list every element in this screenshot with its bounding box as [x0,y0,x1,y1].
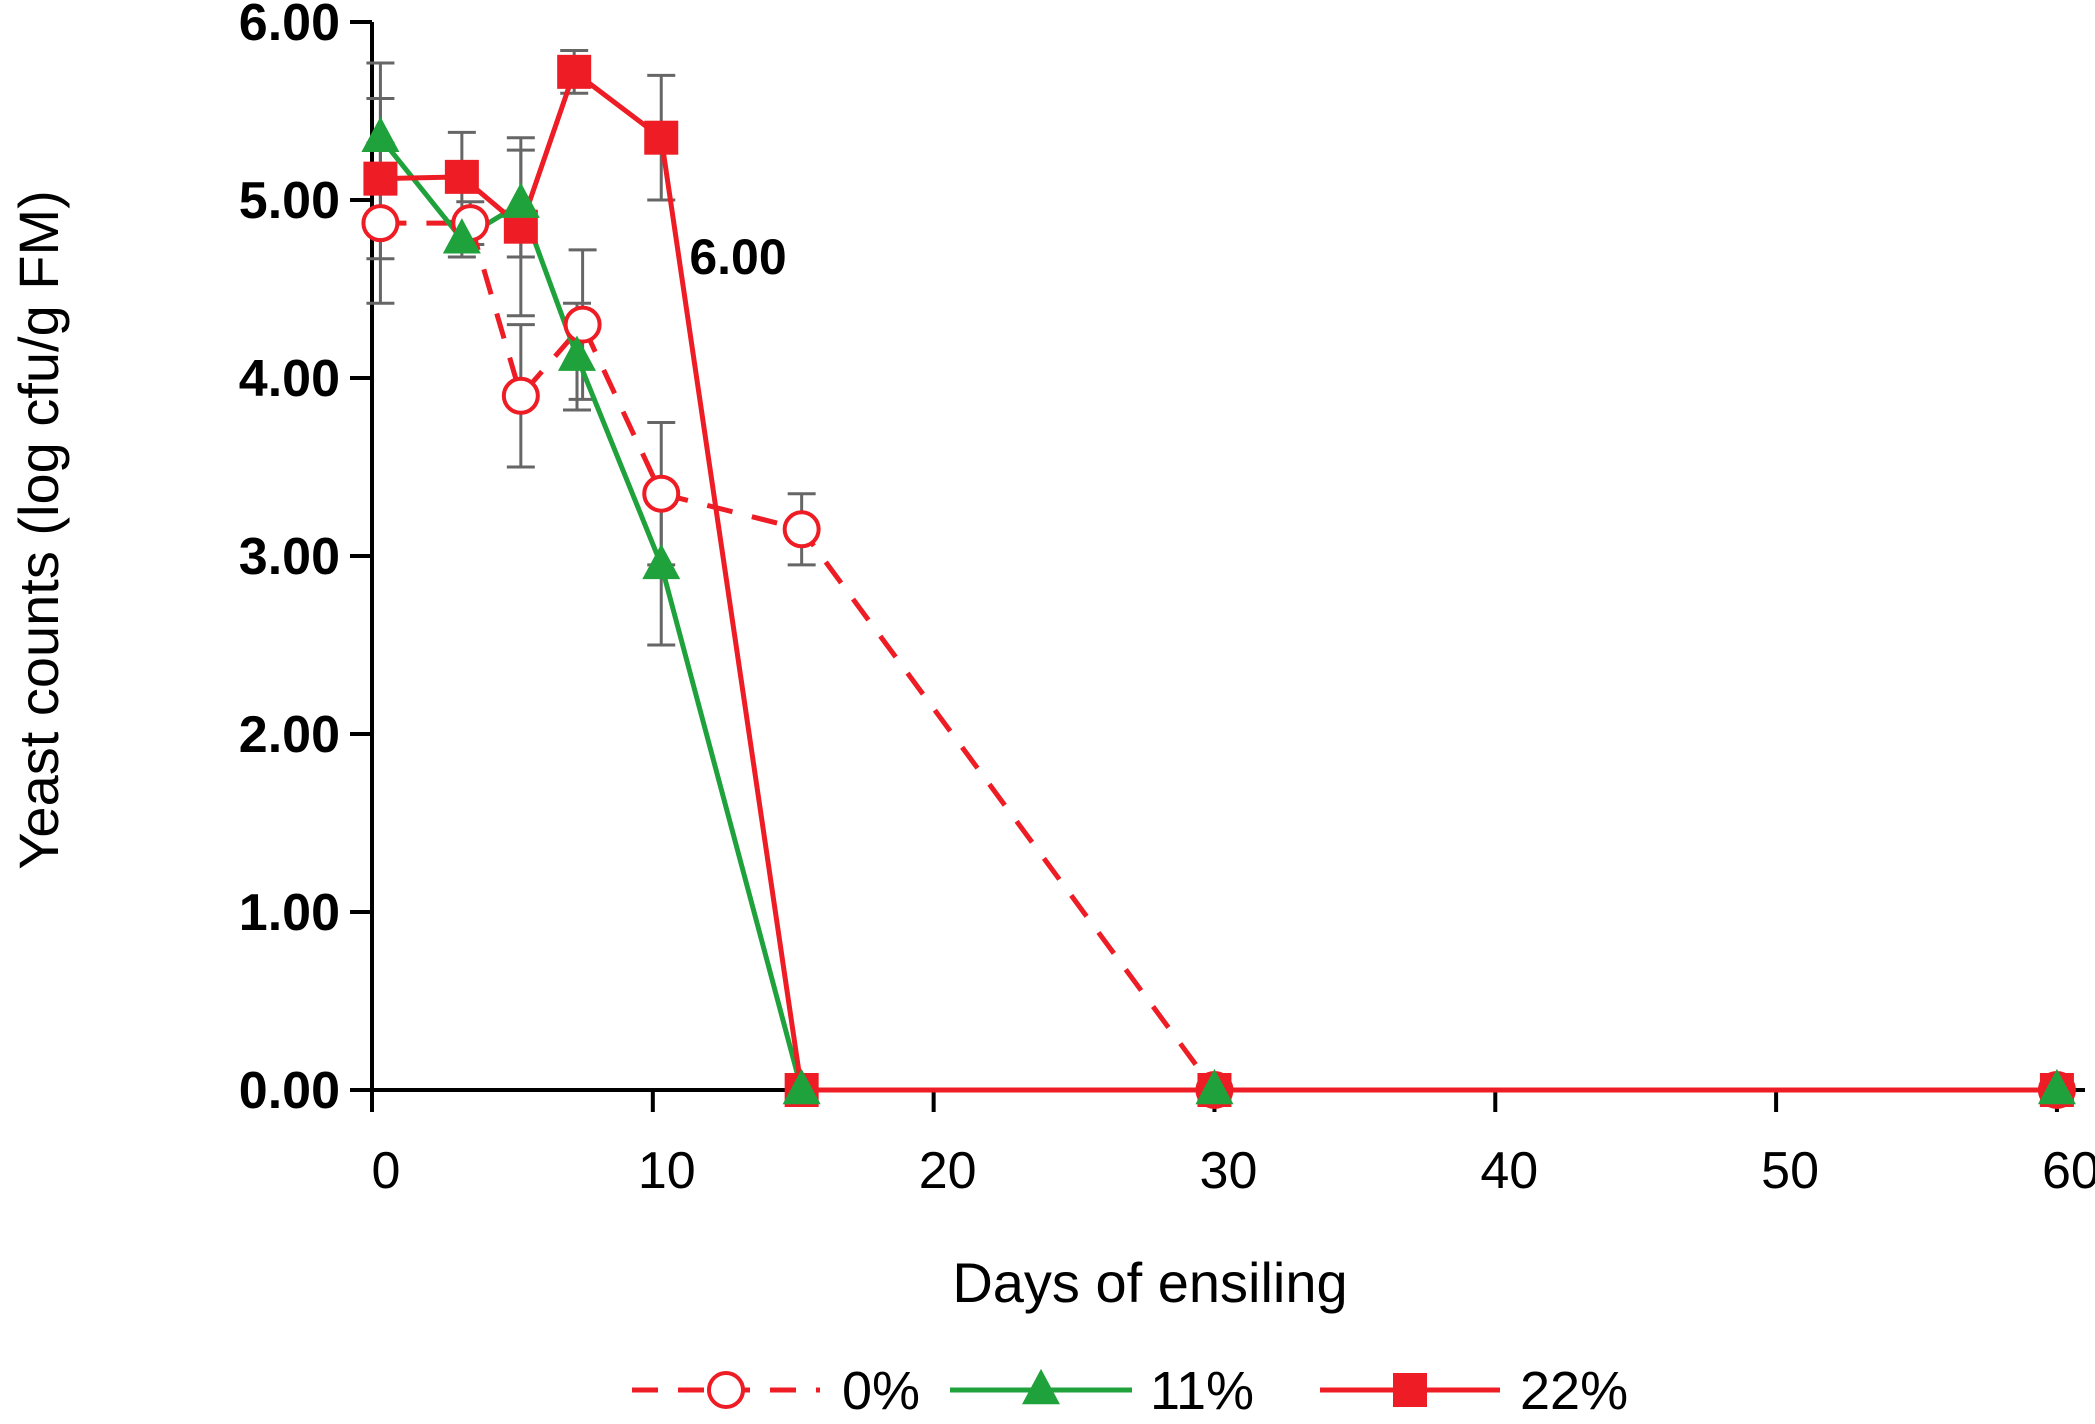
data-point-11pct [782,1068,821,1105]
legend-label: 22% [1520,1361,1628,1421]
series-line-0pct [380,220,2057,1093]
legend-label: 0% [842,1361,920,1421]
annotation-label: 6.00 [689,229,786,285]
axes [370,22,2085,1092]
x-tick-label: 40 [1480,1142,1538,1200]
y-axis-label: Yeast counts (log cfu/g FM) [7,190,70,870]
data-point-22pct [363,161,398,196]
legend: 0% 11% 22% [632,1361,1628,1421]
x-tick-label: 10 [638,1142,696,1200]
y-tick-label: 1.00 [239,884,340,942]
legend-marker [1393,1373,1427,1407]
data-point-22pct [444,159,479,194]
data-point-0pct [642,474,681,513]
legend-label: 11% [1150,1361,1254,1421]
data-point-11pct [642,543,681,580]
data-point-11pct [361,116,400,152]
series-line-22pct [380,67,2057,1093]
series-lines [378,67,2057,1093]
data-point-0pct [361,204,400,243]
y-tick-label: 6.00 [239,0,340,52]
data-point-22pct [557,54,592,89]
legend-marker [1022,1368,1060,1405]
data-point-11pct [501,182,540,218]
series-markers [361,54,2076,1109]
data-point-11pct [2037,1068,2076,1105]
data-point-11pct [442,218,481,254]
x-tick-label: 0 [372,1142,401,1200]
x-tick-label: 20 [919,1142,977,1200]
x-axis-label: Days of ensiling [952,1251,1347,1314]
series-line-11pct [378,136,2057,1093]
y-tick-label: 2.00 [239,706,340,764]
x-tick-label: 50 [1761,1142,1819,1200]
legend-marker [707,1371,745,1409]
x-tick-label: 60 [2042,1142,2095,1200]
y-tick-label: 3.00 [239,528,340,586]
data-point-11pct [1195,1068,1234,1105]
data-point-0pct [563,305,602,344]
y-tick-label: 4.00 [239,350,340,408]
data-point-11pct [557,335,596,371]
data-point-0pct [782,510,821,549]
data-point-0pct [501,376,540,415]
x-tick-label: 30 [1200,1142,1258,1200]
y-tick-label: 0.00 [239,1062,340,1120]
y-tick-label: 5.00 [239,172,340,230]
y-ticks: 0.00 1.00 2.00 3.00 4.00 5.00 6.00 [239,0,372,1120]
x-ticks: 0 10 20 30 40 50 60 [370,1090,2095,1200]
data-point-22pct [644,120,679,155]
